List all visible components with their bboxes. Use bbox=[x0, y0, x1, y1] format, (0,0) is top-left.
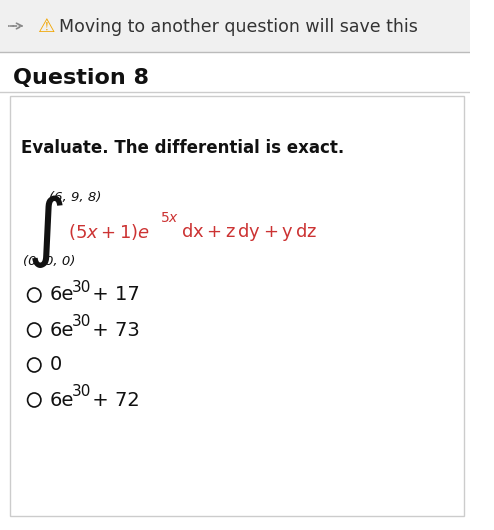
Text: ⚠: ⚠ bbox=[38, 17, 55, 37]
Text: (6, 9, 8): (6, 9, 8) bbox=[49, 191, 102, 205]
Text: $(5x + 1)e$: $(5x + 1)e$ bbox=[69, 222, 151, 242]
FancyBboxPatch shape bbox=[9, 96, 464, 516]
Text: 6e: 6e bbox=[49, 321, 74, 340]
Text: Moving to another question will save this: Moving to another question will save thi… bbox=[59, 18, 418, 36]
Text: 30: 30 bbox=[71, 279, 91, 295]
Text: 0: 0 bbox=[49, 356, 62, 375]
Text: (0, 0, 0): (0, 0, 0) bbox=[23, 255, 75, 269]
Text: $5x$: $5x$ bbox=[160, 211, 179, 225]
Text: + 17: + 17 bbox=[85, 286, 139, 305]
Text: Evaluate. The differential is exact.: Evaluate. The differential is exact. bbox=[21, 139, 344, 157]
Text: 6e: 6e bbox=[49, 286, 74, 305]
Text: 6e: 6e bbox=[49, 391, 74, 410]
Text: Question 8: Question 8 bbox=[13, 68, 149, 88]
FancyBboxPatch shape bbox=[0, 0, 470, 52]
Text: 30: 30 bbox=[71, 384, 91, 400]
Text: $\mathrm{dx + z\,dy + y\,dz}$: $\mathrm{dx + z\,dy + y\,dz}$ bbox=[181, 221, 317, 243]
Text: + 73: + 73 bbox=[85, 321, 139, 340]
Text: $\int$: $\int$ bbox=[27, 193, 63, 270]
Text: 30: 30 bbox=[71, 314, 91, 330]
Text: + 72: + 72 bbox=[85, 391, 139, 410]
